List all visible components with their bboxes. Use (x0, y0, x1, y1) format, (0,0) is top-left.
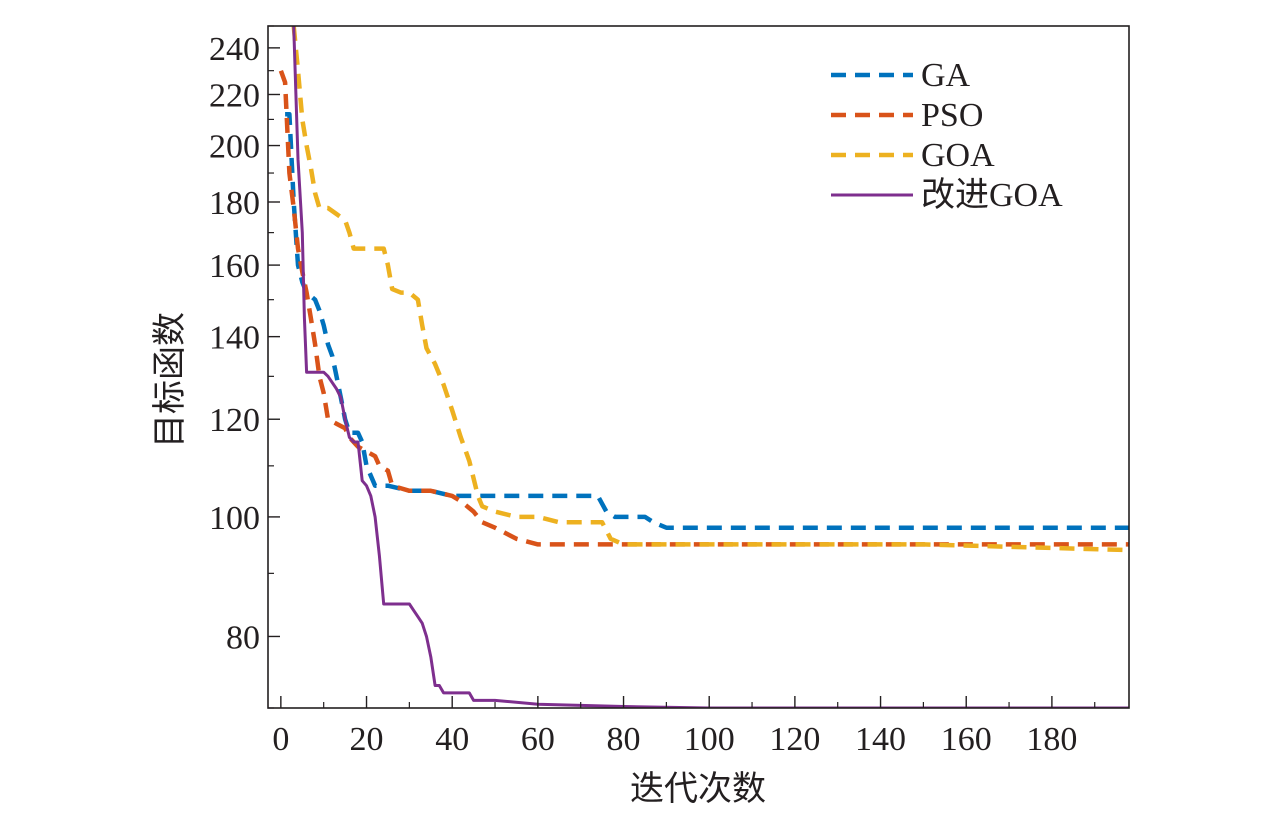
tick-layer: 0 20 40 60 80 100 120 140 160 180 80 100 120 140 160 18… (209, 25, 1096, 758)
plot-frame (267, 25, 1130, 709)
y-tick-label: 140 (209, 320, 260, 357)
series-line-3 (292, 26, 1129, 708)
x-tick-label: 20 (350, 721, 384, 758)
x-axis-title: 迭代次数 (630, 769, 766, 809)
legend-label: GOA (921, 137, 995, 174)
series-line-1 (278, 69, 1129, 547)
x-tick-label: 180 (1026, 721, 1077, 758)
y-tick-label: 200 (209, 129, 260, 166)
y-tick-label: 180 (209, 185, 260, 222)
legend-label: 改进GOA (921, 176, 1063, 214)
x-tick-label: 140 (855, 721, 906, 758)
legend-label: PSO (921, 97, 983, 134)
x-tick-label: 160 (941, 721, 992, 758)
series-layer (278, 26, 1129, 708)
y-tick-label: 240 (209, 31, 260, 68)
series-line-0 (285, 112, 1129, 530)
x-tick-label: 80 (607, 721, 641, 758)
x-tick-label: 100 (684, 721, 735, 758)
y-tick-label: 80 (226, 619, 260, 656)
y-tick-label: 160 (209, 248, 260, 285)
y-tick-label: 120 (209, 402, 260, 439)
y-axis-title: 目标函数 (150, 312, 190, 448)
x-tick-label: 40 (435, 721, 469, 758)
x-tick-label: 0 (272, 721, 289, 758)
y-tick-label: 100 (209, 500, 260, 537)
x-tick-label: 60 (521, 721, 555, 758)
series-line-2 (291, 26, 1129, 553)
x-tick-label: 120 (769, 721, 820, 758)
legend-label: GA (921, 57, 971, 94)
y-tick-label: 220 (209, 77, 260, 114)
